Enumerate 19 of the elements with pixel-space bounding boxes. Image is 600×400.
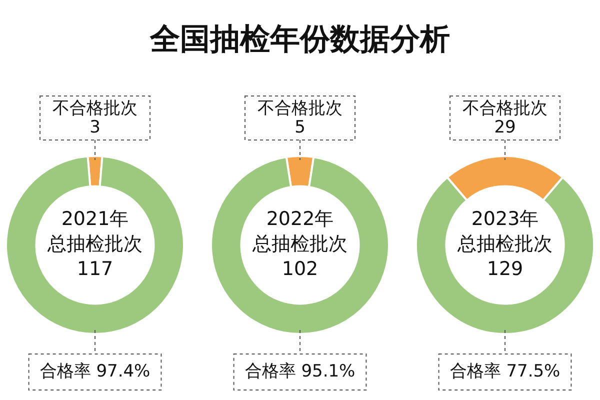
text: 3 [90, 117, 100, 138]
text: 129 [486, 258, 524, 280]
slice-label: 合格率 77.5% [450, 361, 560, 382]
text: 102 [282, 258, 318, 280]
text: 总抽检批次 [46, 232, 142, 255]
slice-label: 不合格批次 [462, 98, 548, 118]
text: 总抽检批次 [252, 232, 348, 255]
text: 全国抽检年份数据分析 [148, 22, 451, 58]
text: 2022年 [266, 208, 334, 230]
text: 29 [494, 117, 516, 138]
slice-label: 不合格批次 [52, 98, 138, 118]
slice-label: 合格率 95.1% [244, 361, 356, 382]
slice-label: 合格率 97.4% [40, 361, 150, 382]
slice-label: 不合格批次 [258, 98, 342, 118]
text: 117 [76, 258, 114, 280]
text: 2023年 [471, 208, 539, 230]
text: 5 [294, 117, 306, 138]
text: 2021年 [61, 208, 129, 230]
text: 总抽检批次 [456, 232, 552, 255]
